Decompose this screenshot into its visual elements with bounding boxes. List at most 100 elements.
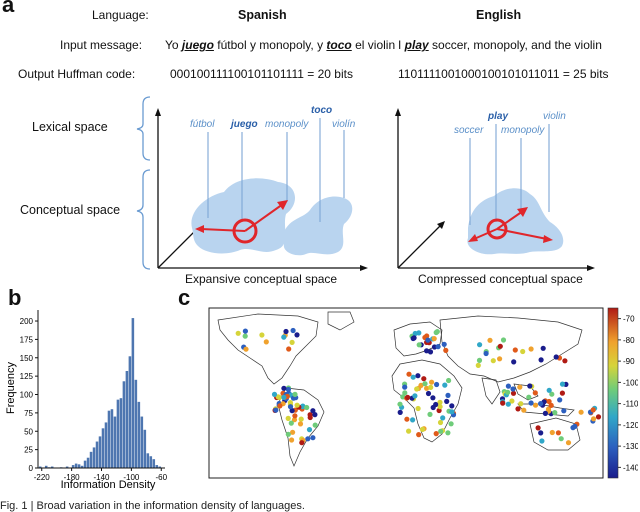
map-point [305,436,311,442]
histogram-bars [38,318,162,468]
map-point [528,346,534,352]
map-point [433,401,439,408]
map-point [427,411,433,417]
map-point [235,330,241,336]
map-point [410,417,416,423]
map-point [397,401,403,407]
map-point [430,395,436,401]
map-point [572,423,578,429]
map-point [422,381,428,387]
map-point [415,405,421,412]
map-point [445,430,451,436]
map-point [281,394,287,400]
map-point [275,394,281,400]
panel-letter-a: a [2,0,15,17]
map-point [312,422,318,428]
histogram-bar [152,459,156,468]
histogram-bar [122,381,126,468]
map-point [443,347,449,353]
english-word-monopoly: monopoly [501,125,545,136]
x-tick-label: -180 [64,473,81,482]
map-point [289,408,295,414]
histogram-bar [77,464,81,468]
map-point [402,390,408,396]
map-point [412,393,418,399]
lexical-space-label: Lexical space [32,120,108,134]
histogram-bar [110,409,114,468]
histogram-bar [119,398,123,468]
map-point [511,359,517,365]
map-point [415,373,421,379]
map-point [434,329,440,335]
spanish-huffman-code: 000100111100101101111 = 20 bits [170,67,353,81]
map-point [287,404,294,410]
map-point [427,349,434,355]
australia [529,417,581,451]
histogram-bar [80,465,84,468]
histogram-bar [116,399,120,468]
map-point [448,421,454,427]
histogram-xlabel: Information Density [61,479,156,491]
histogram-bar [140,416,144,468]
map-point [509,398,515,404]
spanish-msg-word-toco: toco [326,38,352,52]
map-point [406,428,412,434]
y-tick-label: 150 [20,354,34,363]
map-point [565,440,572,446]
map-point [552,410,558,416]
histogram-bar [107,410,111,468]
map-point [411,335,417,341]
histogram-bar [125,370,129,468]
histogram-ylabel: Frequency [5,362,17,414]
spanish-msg-word-juego: juego [181,38,214,52]
spanish-header: Spanish [238,8,287,22]
map-point [435,344,441,350]
map-point [515,406,521,412]
x-tick-label: -100 [123,473,140,482]
map-point [591,416,597,422]
map-point [310,435,316,441]
map-point [497,343,503,349]
y-tick-label: 75 [24,409,33,418]
map-point [477,342,483,348]
map-point [535,425,541,431]
map-point [299,440,305,446]
histogram-bar [113,416,117,468]
histogram-bar [44,465,48,468]
map-point [286,346,292,352]
spanish-msg-post: el violin [351,38,396,52]
map-point [532,390,538,396]
map-point [285,415,291,421]
english-msg-post: soccer, monopoly, and the violin [428,38,602,52]
map-point [549,391,555,397]
map-point [449,403,455,409]
map-point [559,390,565,396]
map-point [558,436,564,442]
map-point [539,438,545,444]
x-tick-label: -140 [93,473,110,482]
conceptual-space-label: Conceptual space [20,203,121,217]
map-point [483,350,489,357]
english-word-violin: violin [543,111,566,122]
x-tick-label: -220 [34,473,51,482]
spanish-arrows [195,200,288,244]
map-point [433,431,439,437]
map-point [285,431,291,437]
map-point [294,332,300,338]
input-message-label: Input message: [60,38,143,52]
continent-outlines [217,311,583,467]
map-point [277,403,283,409]
colorbar [607,307,619,479]
histogram-bar [89,451,93,468]
map-data-points [235,327,602,446]
histogram-bar [158,466,162,468]
india [481,377,501,405]
map-point [553,354,559,360]
map-point [424,385,430,391]
colorbar-tick-label: -80 [623,336,635,345]
map-point [476,357,483,363]
english-caption: Compressed conceptual space [418,272,583,286]
y-tick-label: 200 [20,317,34,326]
histogram-axes: -220 -180 -140 -100 -60 0 25 50 75 100 125 150 175 20… [20,310,168,482]
histogram-bar [137,401,141,468]
